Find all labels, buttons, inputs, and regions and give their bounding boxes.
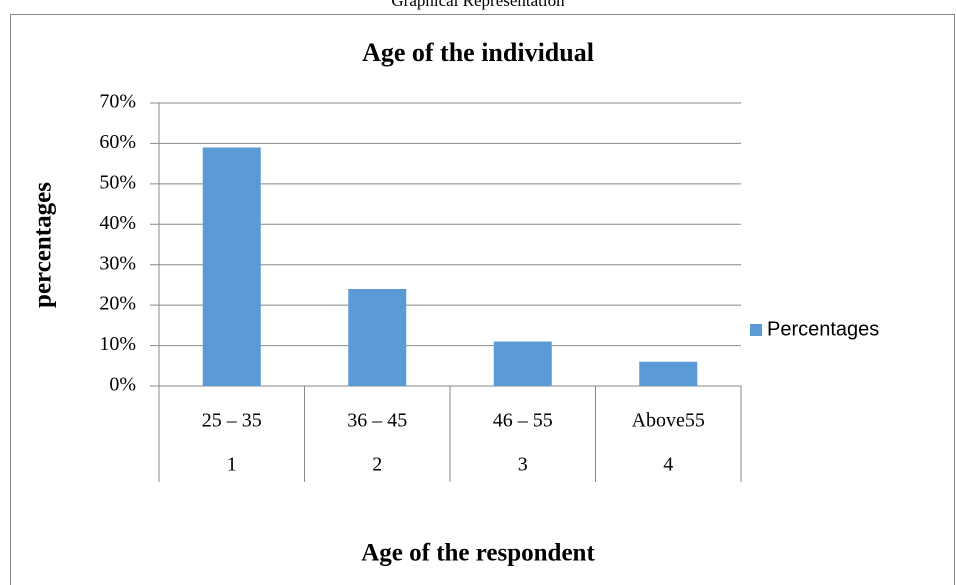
y-tick-label: 10% bbox=[99, 333, 136, 355]
chart-border bbox=[10, 14, 955, 585]
y-tick-label: 20% bbox=[99, 293, 136, 315]
y-tick-label: 70% bbox=[99, 91, 136, 113]
x-group-label: 4 bbox=[663, 454, 673, 476]
bar bbox=[639, 361, 698, 386]
x-tick-label: Above55 bbox=[632, 410, 705, 432]
x-group-label: 2 bbox=[372, 454, 382, 476]
x-axis-title: Age of the respondent bbox=[361, 540, 595, 567]
legend-label: Percentages bbox=[767, 318, 879, 340]
x-group-label: 1 bbox=[227, 454, 237, 476]
caption: Graphical Representation bbox=[391, 0, 565, 10]
legend-swatch bbox=[750, 324, 762, 336]
chart-title: Age of the individual bbox=[362, 38, 594, 67]
y-tick-label: 40% bbox=[99, 212, 136, 234]
y-tick-label: 50% bbox=[99, 171, 136, 193]
bar bbox=[493, 341, 552, 386]
x-tick-label: 36 – 45 bbox=[347, 410, 407, 432]
bar bbox=[348, 288, 407, 386]
y-tick-label: 60% bbox=[99, 131, 136, 153]
x-group-label: 3 bbox=[518, 454, 528, 476]
y-axis-title: percentages bbox=[30, 182, 57, 308]
x-tick-label: 46 – 55 bbox=[493, 410, 553, 432]
y-tick-label: 30% bbox=[99, 252, 136, 274]
bar bbox=[202, 147, 261, 386]
y-tick-label: 0% bbox=[109, 374, 136, 396]
x-tick-label: 25 – 35 bbox=[202, 410, 262, 432]
